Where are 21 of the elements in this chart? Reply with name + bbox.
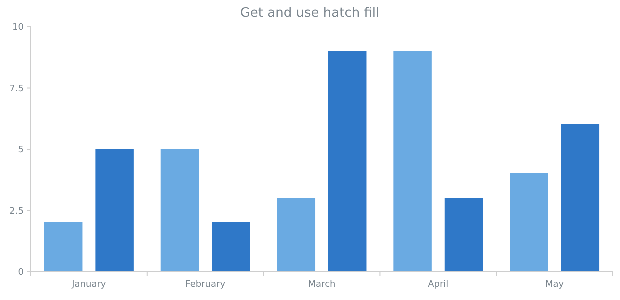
y-tick-label: 7.5	[10, 84, 24, 94]
chart-title: Get and use hatch fill	[240, 6, 380, 21]
x-tick-label: March	[308, 280, 336, 290]
bar	[160, 149, 200, 272]
bar	[561, 124, 600, 272]
x-tick-label: January	[71, 280, 107, 290]
x-tick-label: May	[545, 280, 565, 290]
y-tick-label: 10	[12, 23, 24, 34]
y-tick-label: 2.5	[10, 206, 24, 217]
bar	[328, 51, 367, 272]
y-tick-label: 5	[18, 146, 24, 156]
y-tick-label: 0	[18, 268, 24, 278]
bar	[394, 51, 432, 272]
bar	[510, 174, 548, 272]
bar	[277, 198, 316, 272]
bar	[212, 222, 250, 272]
bar	[44, 222, 83, 272]
bar	[444, 198, 484, 272]
bar	[96, 149, 134, 272]
x-tick-label: February	[186, 280, 226, 290]
x-tick-label: April	[428, 280, 449, 290]
